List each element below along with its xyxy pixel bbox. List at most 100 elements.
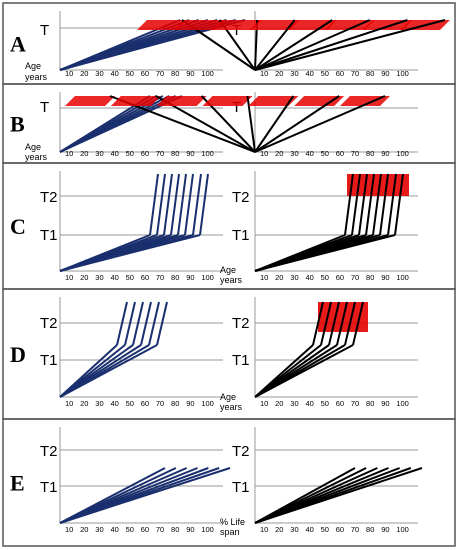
threshold-label-t2: T2 xyxy=(40,443,58,460)
trajectory-line xyxy=(351,173,361,236)
subplot-left: T2 T1 10 20 30 40 50 60 70 80 90 100 xyxy=(40,297,223,408)
x-tick-label: 50 xyxy=(126,525,134,534)
x-tick-label: 80 xyxy=(366,525,374,534)
x-tick-label: 70 xyxy=(351,399,359,408)
trajectory-line xyxy=(344,301,356,346)
x-tick-label: 100 xyxy=(396,525,409,534)
subplot-left: T2 T1 10 20 30 40 50 60 70 80 90 100 xyxy=(40,427,231,534)
trajectory-line xyxy=(132,301,144,346)
trajectory-line xyxy=(254,19,408,71)
x-tick-label: 80 xyxy=(366,273,374,282)
x-tick-label: 40 xyxy=(110,399,118,408)
x-tick-label: 20 xyxy=(275,399,283,408)
trajectory-line xyxy=(320,301,332,346)
x-tick-label: 20 xyxy=(80,149,88,158)
panel-c: C T2 T1 10 20 30 40 50 60 70 80 90 100 T2 T1 10 20 30 40 50… xyxy=(2,162,456,290)
threshold-label-t1: T1 xyxy=(232,227,250,244)
x-tick-label: 10 xyxy=(65,399,73,408)
x-tick-label: 30 xyxy=(95,525,103,534)
x-tick-label: 20 xyxy=(275,273,283,282)
threshold-label-t1: T1 xyxy=(40,227,58,244)
trajectory-line xyxy=(192,173,202,236)
risk-band xyxy=(137,20,187,30)
panel-border xyxy=(2,418,456,547)
x-tick-label: 20 xyxy=(80,525,88,534)
panel-letter: D xyxy=(10,342,26,367)
risk-band xyxy=(156,96,207,106)
trajectory-line xyxy=(358,173,368,236)
trajectory-line xyxy=(199,173,209,236)
x-tick-label: 70 xyxy=(351,273,359,282)
x-tick-label: 70 xyxy=(351,69,359,78)
trajectory-line xyxy=(352,301,364,346)
x-tick-label: 70 xyxy=(156,399,164,408)
trajectory-line xyxy=(254,234,396,272)
x-tick-label: 10 xyxy=(260,69,268,78)
x-tick-label: 20 xyxy=(275,69,283,78)
x-tick-label: 70 xyxy=(156,69,164,78)
trajectory-line xyxy=(59,344,158,398)
x-tick-label: 60 xyxy=(141,69,149,78)
risk-band xyxy=(212,20,263,30)
x-tick-label: 100 xyxy=(201,525,214,534)
x-tick-label: 40 xyxy=(110,69,118,78)
panel-letter: C xyxy=(10,214,26,239)
trajectory-line xyxy=(163,173,173,236)
panel-e: E T2 T1 10 20 30 40 50 60 70 80 90 100 T2 T1 10 20 30 40 50… xyxy=(2,418,456,547)
x-tick-label: 60 xyxy=(141,525,149,534)
trajectory-line xyxy=(156,173,166,236)
threshold-label-t: T xyxy=(232,22,241,39)
threshold-label-t2: T2 xyxy=(232,315,250,332)
axis-title: years xyxy=(220,275,243,285)
x-tick-label: 80 xyxy=(366,69,374,78)
subplot-right: T 10 20 30 40 50 60 70 80 90 100 xyxy=(65,92,418,158)
panel-letter: A xyxy=(10,32,26,57)
trajectory-line xyxy=(312,301,324,346)
trajectory-line xyxy=(394,173,404,236)
x-tick-label: 90 xyxy=(381,273,389,282)
x-tick-label: 40 xyxy=(110,149,118,158)
trajectory-line xyxy=(124,301,136,346)
risk-band xyxy=(65,96,115,106)
trajectory-line xyxy=(59,234,201,272)
axis-title: years xyxy=(220,402,243,412)
panel-letter: B xyxy=(10,112,25,137)
x-tick-label: 10 xyxy=(65,273,73,282)
risk-band xyxy=(248,96,299,106)
x-tick-label: 90 xyxy=(186,273,194,282)
x-tick-label: 60 xyxy=(336,525,344,534)
x-tick-label: 30 xyxy=(290,525,298,534)
trajectory-line xyxy=(254,95,386,153)
trajectory-line xyxy=(156,301,168,346)
axis-title: Age xyxy=(220,265,236,275)
threshold-label-t2: T2 xyxy=(232,189,250,206)
x-tick-label: 90 xyxy=(381,69,389,78)
x-tick-label: 30 xyxy=(95,69,103,78)
trajectory-line xyxy=(328,301,340,346)
x-tick-label: 80 xyxy=(171,273,179,282)
threshold-label-t: T xyxy=(232,99,241,116)
trajectory-line xyxy=(246,95,256,153)
threshold-label-t1: T1 xyxy=(40,479,58,496)
axis-title: years xyxy=(25,152,48,162)
x-tick-label: 50 xyxy=(126,399,134,408)
threshold-label-t: T xyxy=(40,22,49,39)
x-tick-label: 50 xyxy=(321,273,329,282)
x-tick-label: 40 xyxy=(305,149,313,158)
x-tick-label: 70 xyxy=(156,149,164,158)
x-tick-label: 80 xyxy=(171,525,179,534)
x-tick-label: 30 xyxy=(290,149,298,158)
trajectory-line xyxy=(254,19,446,71)
x-tick-label: 80 xyxy=(171,399,179,408)
x-tick-label: 90 xyxy=(381,525,389,534)
x-tick-label: 50 xyxy=(321,525,329,534)
trajectory-line xyxy=(365,173,375,236)
axis-title: Age xyxy=(25,61,41,71)
trajectory-line xyxy=(254,19,296,71)
threshold-label-t2: T2 xyxy=(40,189,58,206)
x-tick-label: 70 xyxy=(156,273,164,282)
